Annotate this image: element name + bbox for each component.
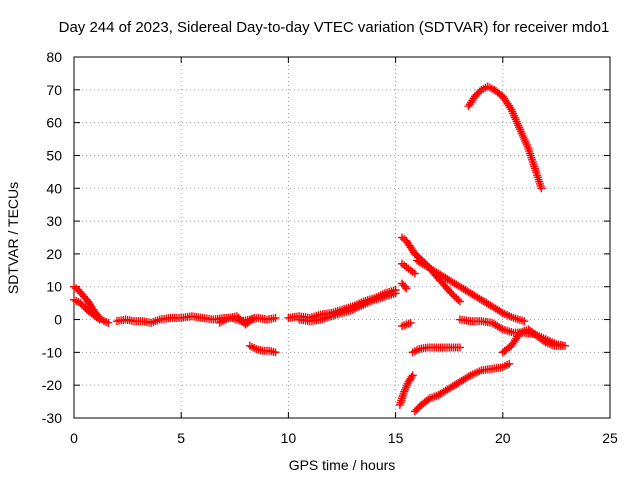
y-tick-label: 0 — [54, 312, 62, 328]
x-tick-label: 10 — [281, 430, 297, 446]
x-axis-label: GPS time / hours — [289, 457, 396, 473]
y-tick-label: 80 — [46, 49, 62, 65]
data-point — [454, 295, 463, 304]
data-points — [70, 82, 569, 416]
data-point — [455, 343, 464, 352]
series-arc-6 — [295, 289, 400, 326]
y-tick-label: 30 — [46, 213, 62, 229]
data-point — [520, 317, 529, 326]
data-point — [402, 284, 411, 293]
data-point — [104, 318, 113, 327]
series-arc-7 — [245, 341, 280, 357]
x-tick-label: 20 — [495, 430, 511, 446]
grid-lines — [74, 57, 610, 418]
x-tick-label: 25 — [602, 430, 618, 446]
y-tick-label: -10 — [42, 344, 62, 360]
data-point — [248, 315, 257, 324]
data-point — [455, 297, 464, 306]
y-tick-label: 70 — [46, 82, 62, 98]
series-arc-16 — [410, 359, 514, 416]
data-point — [406, 318, 415, 327]
chart-title: Day 244 of 2023, Sidereal Day-to-day VTE… — [59, 19, 610, 36]
series-arc-10 — [398, 279, 411, 293]
y-tick-label: 40 — [46, 180, 62, 196]
x-tick-label: 15 — [388, 430, 404, 446]
series-arc-9 — [398, 259, 419, 278]
data-point — [391, 289, 400, 298]
data-point — [505, 359, 514, 368]
series-arc-11 — [398, 318, 415, 331]
data-point — [558, 341, 567, 350]
x-tick-label: 5 — [177, 430, 185, 446]
data-point — [410, 269, 419, 278]
data-point — [537, 184, 546, 193]
data-point — [250, 313, 259, 322]
data-point — [400, 282, 409, 291]
tick-labels: 0 5 10 15 20 25 -30 -20 -10 0 10 20 30 40 50 60 70 80 — [42, 49, 618, 446]
series-arc-8 — [398, 233, 419, 258]
series-arc-13 — [413, 256, 529, 326]
y-tick-label: 60 — [46, 115, 62, 131]
series-arc-15 — [395, 371, 417, 409]
data-point — [271, 348, 280, 357]
y-tick-label: -20 — [42, 377, 62, 393]
data-point — [271, 313, 280, 322]
data-point — [408, 371, 417, 380]
series-arc-4 — [215, 312, 259, 329]
series-arc-19 — [464, 82, 546, 193]
tick-marks — [73, 56, 611, 419]
plot-frame — [73, 56, 611, 419]
data-point — [95, 315, 104, 324]
series-arc-2 — [70, 295, 104, 324]
y-tick-label: 10 — [46, 279, 62, 295]
data-point — [497, 324, 506, 333]
data-point — [94, 314, 103, 323]
x-tick-label: 0 — [70, 430, 78, 446]
y-axis-label: SDTVAR / TECUs — [5, 182, 21, 294]
series-arc-14 — [408, 343, 464, 357]
y-tick-label: 20 — [46, 246, 62, 262]
y-tick-label: 50 — [46, 147, 62, 163]
data-point — [407, 372, 416, 381]
y-tick-label: -30 — [42, 410, 62, 426]
series-arc-18 — [498, 325, 567, 357]
